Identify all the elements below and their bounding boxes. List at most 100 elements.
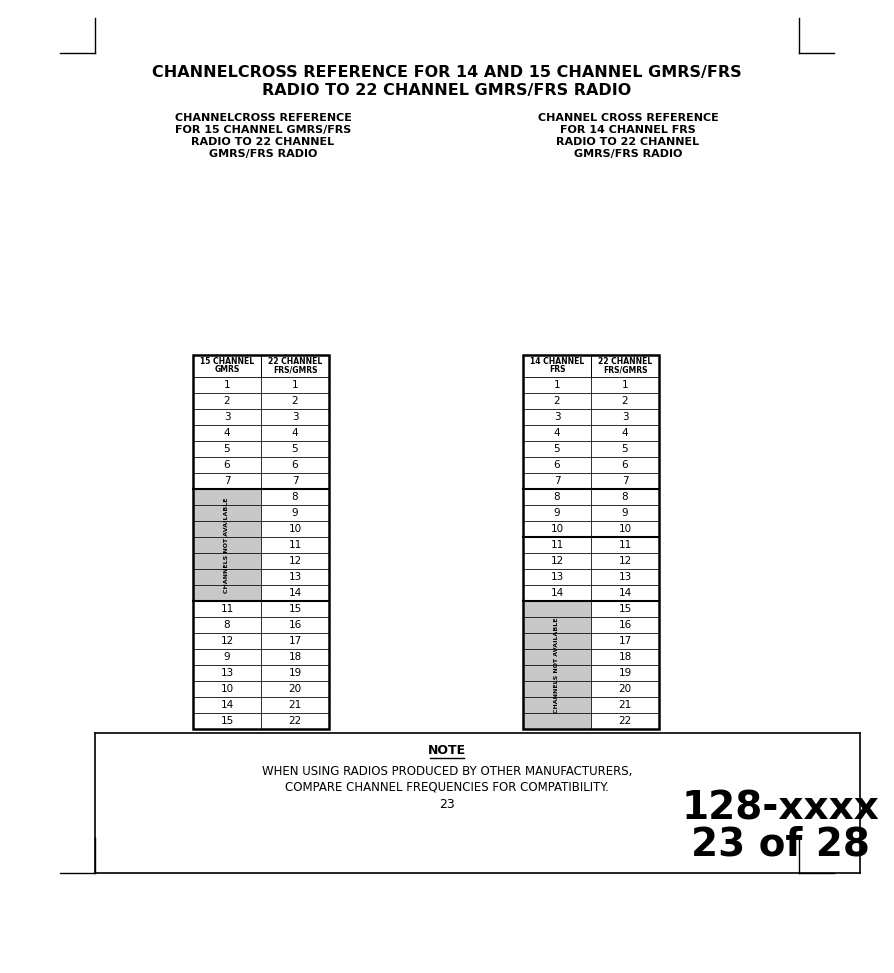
Bar xyxy=(261,409,329,425)
Text: 7: 7 xyxy=(621,476,628,486)
Bar xyxy=(193,355,329,729)
Text: 14 CHANNEL: 14 CHANNEL xyxy=(530,357,584,367)
Bar xyxy=(591,473,659,489)
Text: 5: 5 xyxy=(224,444,231,454)
Text: NOTE: NOTE xyxy=(428,744,466,758)
Bar xyxy=(261,377,329,393)
Text: FRS/GMRS: FRS/GMRS xyxy=(273,366,317,375)
Text: 1: 1 xyxy=(224,380,231,390)
Bar xyxy=(261,617,329,633)
Bar xyxy=(523,393,591,409)
Bar xyxy=(523,489,591,505)
Bar xyxy=(591,537,659,553)
Text: 16: 16 xyxy=(289,620,301,630)
Text: WHEN USING RADIOS PRODUCED BY OTHER MANUFACTURERS,: WHEN USING RADIOS PRODUCED BY OTHER MANU… xyxy=(262,765,632,777)
Bar xyxy=(591,425,659,441)
Text: 20: 20 xyxy=(289,684,301,694)
Bar xyxy=(523,355,591,377)
Text: 22: 22 xyxy=(619,716,632,726)
Text: 14: 14 xyxy=(619,588,632,598)
Bar xyxy=(523,521,591,537)
Text: 2: 2 xyxy=(291,396,299,406)
Bar xyxy=(261,473,329,489)
Bar xyxy=(193,601,261,617)
Text: 1: 1 xyxy=(291,380,299,390)
Bar xyxy=(523,569,591,585)
Bar xyxy=(523,665,591,681)
Text: 23 of 28: 23 of 28 xyxy=(690,826,870,864)
Bar xyxy=(523,697,591,713)
Text: 7: 7 xyxy=(224,476,231,486)
Bar xyxy=(591,521,659,537)
Bar xyxy=(591,409,659,425)
Text: CHANNELCROSS REFERENCE: CHANNELCROSS REFERENCE xyxy=(174,113,351,123)
Bar xyxy=(193,585,261,601)
Bar xyxy=(523,681,591,697)
Bar xyxy=(193,521,261,537)
Bar xyxy=(193,649,261,665)
Text: 9: 9 xyxy=(224,652,231,662)
Text: 22: 22 xyxy=(289,716,301,726)
Text: 18: 18 xyxy=(289,652,301,662)
Text: RADIO TO 22 CHANNEL GMRS/FRS RADIO: RADIO TO 22 CHANNEL GMRS/FRS RADIO xyxy=(262,83,632,97)
Text: 15: 15 xyxy=(619,604,632,614)
Bar xyxy=(523,713,591,729)
Text: 12: 12 xyxy=(551,556,563,566)
Bar xyxy=(193,665,261,681)
Bar xyxy=(261,665,329,681)
Text: 15: 15 xyxy=(221,716,233,726)
Text: 17: 17 xyxy=(619,636,632,646)
Bar xyxy=(193,457,261,473)
Bar xyxy=(193,713,261,729)
Text: 21: 21 xyxy=(289,700,301,710)
Bar xyxy=(591,457,659,473)
Text: RADIO TO 22 CHANNEL: RADIO TO 22 CHANNEL xyxy=(191,137,334,147)
Bar xyxy=(523,585,591,601)
Text: FOR 14 CHANNEL FRS: FOR 14 CHANNEL FRS xyxy=(561,125,696,135)
Text: 6: 6 xyxy=(621,460,628,470)
Bar xyxy=(591,569,659,585)
Bar xyxy=(193,617,261,633)
Bar xyxy=(261,537,329,553)
Bar xyxy=(193,409,261,425)
Text: CHANNELS NOT AVAILABLE: CHANNELS NOT AVAILABLE xyxy=(554,617,560,713)
Text: CHANNELCROSS REFERENCE FOR 14 AND 15 CHANNEL GMRS/FRS: CHANNELCROSS REFERENCE FOR 14 AND 15 CHA… xyxy=(152,65,742,81)
Text: 13: 13 xyxy=(289,572,301,582)
Text: 10: 10 xyxy=(551,524,563,534)
Bar xyxy=(591,505,659,521)
Text: 12: 12 xyxy=(221,636,233,646)
Text: 10: 10 xyxy=(619,524,631,534)
Text: RADIO TO 22 CHANNEL: RADIO TO 22 CHANNEL xyxy=(556,137,700,147)
Text: GMRS/FRS RADIO: GMRS/FRS RADIO xyxy=(209,149,317,159)
Text: 15: 15 xyxy=(289,604,301,614)
Text: COMPARE CHANNEL FREQUENCIES FOR COMPATIBILITY.: COMPARE CHANNEL FREQUENCIES FOR COMPATIB… xyxy=(285,780,609,794)
Bar xyxy=(193,489,261,505)
Bar xyxy=(261,489,329,505)
Bar xyxy=(193,393,261,409)
Bar xyxy=(523,441,591,457)
Bar xyxy=(591,355,659,377)
Text: 2: 2 xyxy=(224,396,231,406)
Text: 14: 14 xyxy=(221,700,233,710)
Text: 2: 2 xyxy=(553,396,561,406)
Bar xyxy=(193,569,261,585)
Text: 4: 4 xyxy=(553,428,561,438)
Text: 22 CHANNEL: 22 CHANNEL xyxy=(598,357,652,367)
Bar xyxy=(523,425,591,441)
Text: 8: 8 xyxy=(291,492,299,502)
Text: 17: 17 xyxy=(289,636,301,646)
Bar xyxy=(591,665,659,681)
Text: 5: 5 xyxy=(291,444,299,454)
Text: 2: 2 xyxy=(621,396,628,406)
Text: 7: 7 xyxy=(553,476,561,486)
Text: 12: 12 xyxy=(619,556,632,566)
Text: 15 CHANNEL: 15 CHANNEL xyxy=(200,357,254,367)
Bar xyxy=(591,585,659,601)
Bar xyxy=(591,377,659,393)
Text: 9: 9 xyxy=(553,508,561,518)
Text: 10: 10 xyxy=(289,524,301,534)
Bar xyxy=(193,633,261,649)
Text: CHANNELS NOT AVAILABLE: CHANNELS NOT AVAILABLE xyxy=(224,497,230,593)
Bar xyxy=(261,697,329,713)
Text: 8: 8 xyxy=(621,492,628,502)
